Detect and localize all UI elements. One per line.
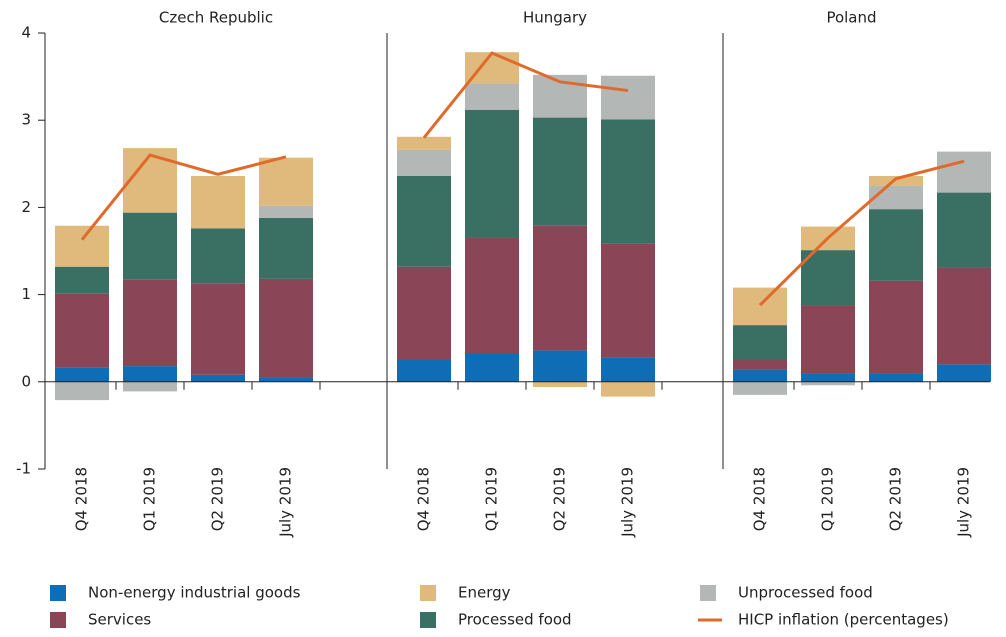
bar-segment [801,305,855,374]
bar-segment [533,225,587,351]
bar-segment [533,350,587,382]
bar-segment [55,266,109,294]
y-tick-label: 1 [21,285,31,303]
legend-label: Unprocessed food [738,584,873,602]
bar-segment [397,360,451,382]
x-tick-label: Q1 2019 [819,467,837,531]
panel-title: Poland [826,9,876,27]
bar-segment [733,325,787,360]
bar-segment [801,381,855,386]
bar-segment [465,109,519,238]
bar-segment [601,119,655,244]
bar-segment [259,157,313,206]
line-series [422,51,629,139]
bar-segment [937,267,991,365]
bar-segment [55,225,109,267]
legend-swatch [50,612,66,628]
y-tick-label: -1 [16,460,31,478]
bar-segment [191,374,245,382]
bar-segment [259,377,313,382]
bar-segment [937,364,991,382]
legend-label: Processed food [458,611,572,629]
bar-segment [397,149,451,177]
bar-segment [465,52,519,84]
bar-segment [465,237,519,354]
bar-segment [259,217,313,279]
bar-segment [533,381,587,388]
x-tick-label: Q4 2018 [73,467,91,531]
y-tick-label: 2 [21,198,31,216]
line-series [758,159,965,307]
bar-segment [937,151,991,193]
bar-segment [533,117,587,226]
x-tick-label: Q2 2019 [209,467,227,531]
bar-segment [55,367,109,382]
bar-segment [123,381,177,392]
legend-label: Energy [458,584,511,602]
x-tick-label: July 2019 [619,467,637,538]
y-tick-label: 3 [21,111,31,129]
bar-segment [397,266,451,360]
bar-segment [397,136,451,150]
legend-swatch [420,612,436,628]
x-tick-label: Q1 2019 [483,467,501,531]
line-series [80,153,287,241]
bar-segment [259,278,313,378]
bar-segment [869,176,923,186]
bar-segment [869,280,923,374]
bar-segment [601,381,655,397]
x-tick-label: July 2019 [277,467,295,538]
x-tick-label: Q4 2018 [415,467,433,531]
legend-label: Services [88,611,151,629]
x-tick-label: July 2019 [955,467,973,538]
bar-segment [123,212,177,280]
bar-segment [123,366,177,382]
x-tick-label: Q4 2018 [751,467,769,531]
bar-segment [937,192,991,268]
bar-segment [733,360,787,370]
legend-label: Non-energy industrial goods [88,584,301,602]
bar-segment [733,369,787,382]
bar-segment [801,250,855,306]
bar-segment [601,75,655,120]
bar-segment [465,83,519,110]
bar-segment [601,243,655,358]
bar-segment [123,279,177,367]
x-tick-label: Q2 2019 [551,467,569,531]
bar-segment [801,373,855,382]
bar-segment [55,293,109,368]
bar-segment [55,381,109,401]
bar-segment [259,205,313,218]
x-tick-label: Q1 2019 [141,467,159,531]
bar-segment [869,373,923,382]
x-tick-label: Q2 2019 [887,467,905,531]
bar-segment [465,353,519,382]
bar-segment [397,176,451,267]
legend-swatch [420,585,436,601]
y-tick-label: 4 [21,24,31,42]
y-tick-label: 0 [21,372,31,390]
bar-segment [191,176,245,229]
panel-title: Czech Republic [159,9,273,27]
bar-segment [191,228,245,284]
legend-label: HICP inflation (percentages) [738,611,949,629]
bar-segment [869,209,923,281]
bar-segment [733,381,787,395]
bar-segment [733,287,787,326]
bar-segment [869,185,923,210]
bar-segment [601,357,655,382]
bar-segment [191,283,245,375]
legend-swatch [50,585,66,601]
legend-swatch [700,585,716,601]
panel-title: Hungary [523,9,587,27]
